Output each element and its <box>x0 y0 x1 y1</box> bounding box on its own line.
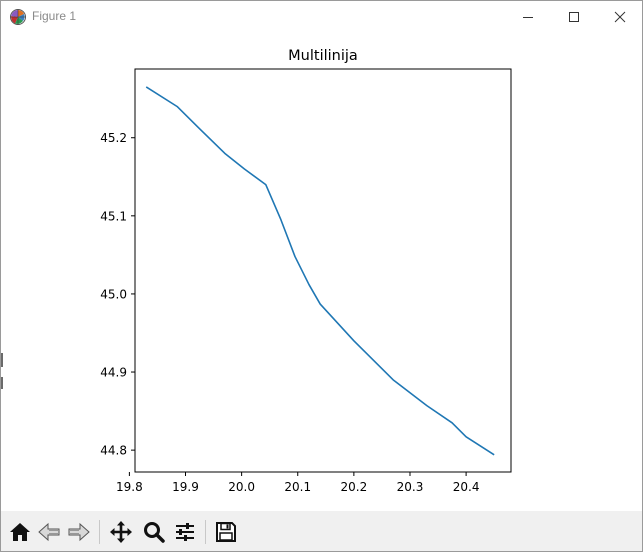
maximize-button[interactable] <box>551 1 597 32</box>
close-icon <box>614 11 626 22</box>
x-tick-label: 19.9 <box>172 480 199 494</box>
chart-title: Multilinija <box>288 48 358 64</box>
x-axis: 19.8 19.9 20.0 20.1 20.2 20.3 20.4 <box>116 472 479 494</box>
back-button[interactable] <box>35 518 63 546</box>
series-line <box>145 86 495 456</box>
floppy-disk-icon <box>216 522 236 542</box>
series-group <box>145 86 495 456</box>
y-tick-label: 44.9 <box>100 366 127 380</box>
y-tick-label: 45.0 <box>100 287 127 301</box>
x-tick-label: 20.3 <box>397 480 424 494</box>
title-bar[interactable]: Figure 1 <box>1 1 642 32</box>
x-tick-label: 20.2 <box>341 480 368 494</box>
maximize-icon <box>569 11 579 22</box>
forward-arrow-icon <box>68 522 90 542</box>
home-icon <box>10 523 30 541</box>
y-tick-label: 44.8 <box>100 444 127 458</box>
x-tick-label: 20.0 <box>228 480 255 494</box>
toolbar-separator <box>99 520 100 544</box>
x-tick-label: 20.1 <box>284 480 311 494</box>
pan-button[interactable] <box>107 518 135 546</box>
edge-artifact <box>1 377 3 389</box>
forward-button[interactable] <box>65 518 93 546</box>
minimize-button[interactable] <box>505 1 551 32</box>
navigation-toolbar <box>1 511 642 551</box>
axes-frame <box>134 68 512 473</box>
window-title: Figure 1 <box>32 9 77 23</box>
sliders-icon <box>176 523 194 541</box>
move-icon <box>110 521 132 543</box>
save-button[interactable] <box>212 518 240 546</box>
y-tick-label: 45.2 <box>100 131 127 145</box>
edge-artifact <box>1 353 3 367</box>
minimize-icon <box>523 16 533 18</box>
home-button[interactable] <box>6 518 34 546</box>
close-button[interactable] <box>597 1 642 32</box>
zoom-button[interactable] <box>140 518 168 546</box>
magnifier-icon <box>144 522 165 543</box>
y-tick-label: 45.1 <box>100 209 127 223</box>
x-tick-label: 19.8 <box>116 480 143 494</box>
line-chart: Multilinija 19.8 19.9 20.0 20.1 20.2 20.3 20.4… <box>100 48 512 494</box>
configure-subplots-button[interactable] <box>171 518 199 546</box>
figure-canvas[interactable]: Multilinija 19.8 19.9 20.0 20.1 20.2 20.3 20.4… <box>1 32 642 511</box>
toolbar-separator <box>205 520 206 544</box>
back-arrow-icon <box>38 522 60 542</box>
x-tick-label: 20.4 <box>453 480 480 494</box>
matplotlib-logo-icon <box>9 8 27 26</box>
y-axis: 44.8 44.9 45.0 45.1 45.2 <box>100 131 135 458</box>
